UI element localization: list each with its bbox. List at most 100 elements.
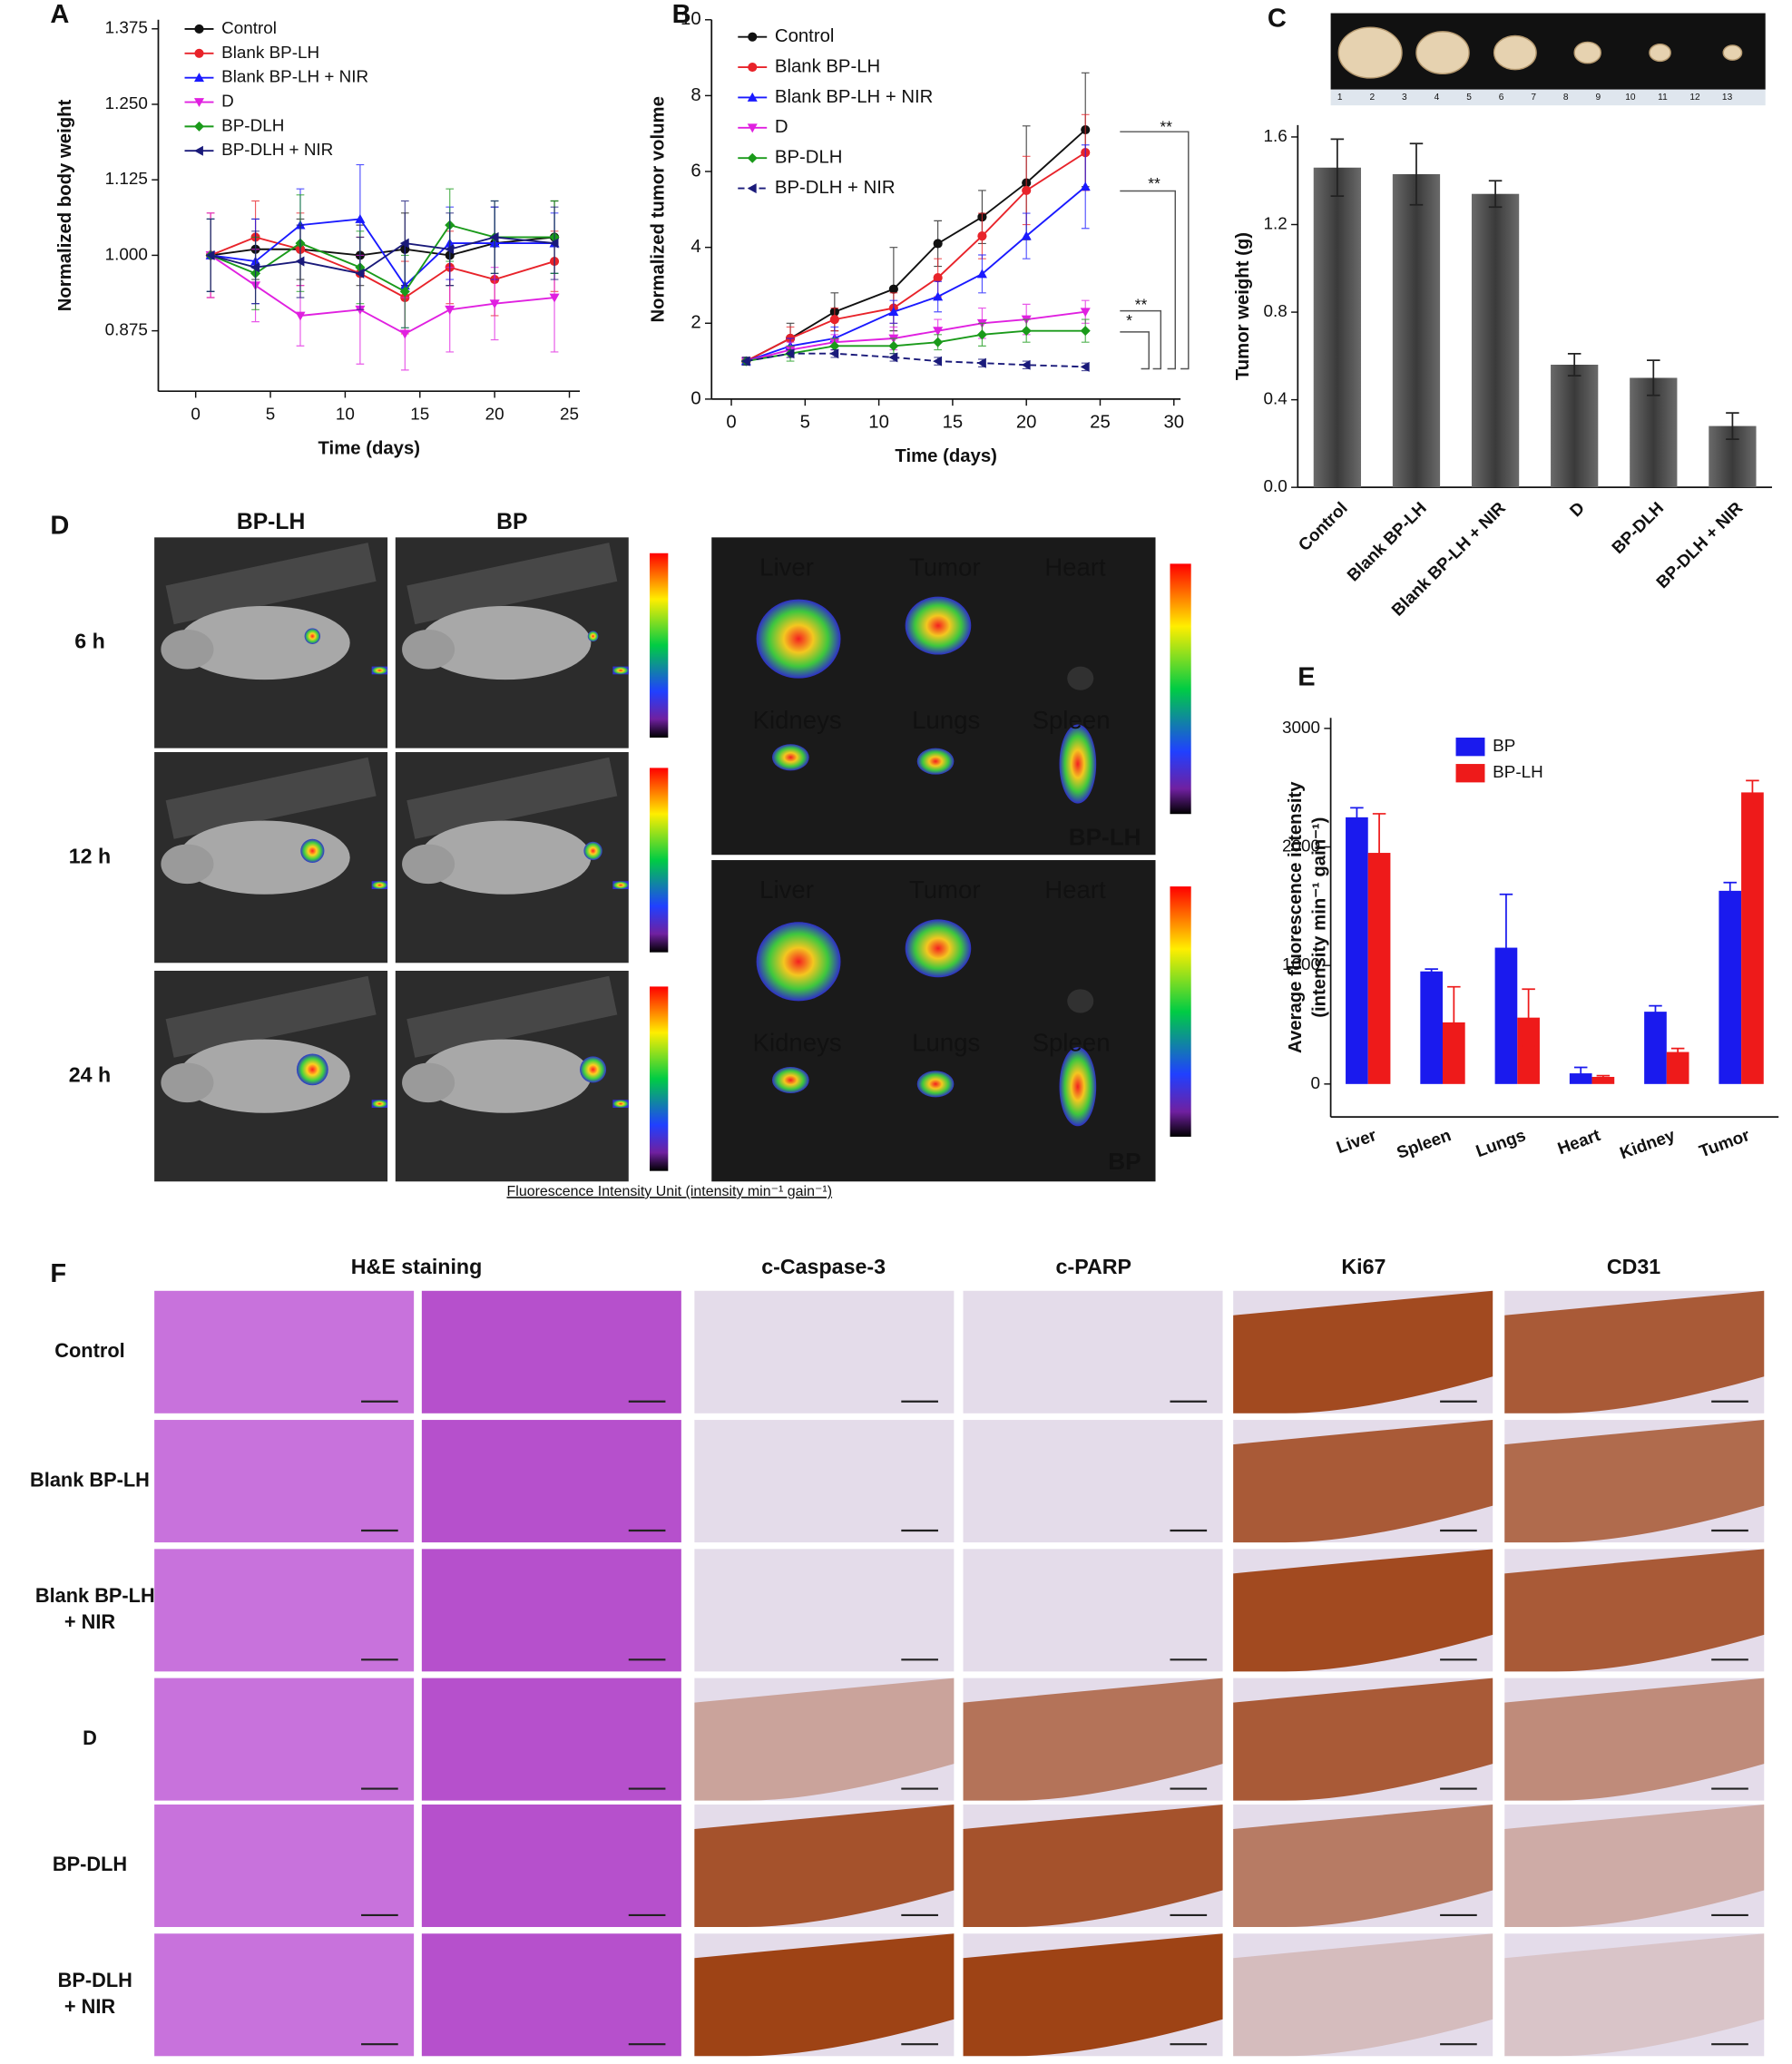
marker	[205, 249, 215, 260]
marker	[888, 307, 899, 317]
tape	[406, 757, 618, 839]
colorbar	[650, 553, 669, 739]
row-label: BP-DLH	[58, 1969, 132, 1991]
x-tick-label: Spleen	[1394, 1125, 1453, 1162]
tumor	[1337, 26, 1403, 79]
y-axis-title: Normalized body weight	[55, 99, 75, 311]
column-label: Ki67	[1341, 1255, 1386, 1278]
legend-label: D	[775, 117, 788, 137]
fluorescence	[580, 1056, 607, 1083]
marker	[1021, 230, 1032, 240]
legend-label: Blank BP-LH + NIR	[221, 67, 368, 86]
panel-label: C	[1268, 4, 1287, 33]
panel-label: E	[1297, 662, 1315, 691]
series-line	[210, 236, 555, 299]
y-tick-label: 0.875	[105, 320, 148, 339]
marker	[445, 244, 455, 255]
mouse-head	[402, 1062, 455, 1103]
micrograph	[694, 1549, 955, 1672]
ruler-label: 7	[1531, 93, 1536, 103]
micrograph	[694, 1420, 955, 1543]
x-axis-title: Time (days)	[318, 438, 421, 458]
error-bar	[1425, 968, 1438, 975]
marker	[355, 213, 366, 223]
legend-label: BP-DLH + NIR	[775, 178, 896, 198]
marker	[740, 356, 750, 367]
organ	[905, 596, 972, 655]
colorbar	[1170, 563, 1191, 815]
y-tick-label: 2	[690, 313, 700, 333]
colorbar	[1170, 886, 1191, 1137]
x-tick-label: 30	[1163, 412, 1184, 432]
y-tick-label: 1.6	[1263, 126, 1287, 145]
row-label: 6 h	[74, 630, 105, 653]
legend-label: BP-DLH	[221, 115, 284, 134]
organ	[905, 919, 972, 978]
legend-label: Blank BP-LH	[775, 56, 880, 76]
x-tick-label: 5	[266, 404, 276, 423]
organ	[1067, 989, 1094, 1013]
organ	[772, 1066, 809, 1094]
significance-label: **	[1135, 295, 1148, 313]
significance-label: **	[1148, 174, 1160, 192]
row-label: BP-DLH	[53, 1853, 127, 1875]
x-tick-label: 15	[943, 412, 964, 432]
organ	[916, 1071, 955, 1098]
marker	[399, 238, 409, 249]
marker	[1080, 326, 1091, 337]
error-bar	[1522, 988, 1535, 1047]
marker	[977, 231, 987, 241]
mouse	[419, 605, 592, 680]
marker	[933, 273, 943, 283]
mouse	[178, 820, 350, 895]
bar	[1666, 1052, 1689, 1084]
mouse-head	[402, 629, 455, 670]
y-axis-title: Tumor weight (g)	[1233, 232, 1253, 380]
ruler-label: 13	[1722, 93, 1733, 103]
x-tick-label: Heart	[1555, 1125, 1603, 1158]
error-bar	[1670, 1047, 1685, 1057]
tumor	[1573, 41, 1601, 64]
error-bar	[1350, 807, 1364, 828]
x-tick-label: 25	[560, 404, 579, 423]
legend-label: Control	[775, 26, 834, 46]
stain	[694, 1804, 955, 1928]
colorbar	[650, 768, 669, 953]
marker	[399, 286, 410, 297]
x-tick-label: 5	[800, 412, 810, 432]
row-label: + NIR	[64, 1610, 116, 1633]
ruler-label: 10	[1625, 93, 1636, 103]
significance-label: *	[1126, 311, 1132, 329]
organ-label: Heart	[1044, 875, 1106, 904]
marker	[933, 337, 944, 347]
fluorescence	[300, 838, 325, 863]
y-tick-label: 0.4	[1263, 389, 1287, 408]
stain	[1504, 1549, 1765, 1672]
organ-label: Lungs	[912, 1029, 980, 1057]
y-tick-label: 8	[690, 85, 700, 105]
legend-marker	[747, 123, 758, 133]
error-bar	[1647, 359, 1660, 396]
stain	[1504, 1290, 1765, 1413]
fluorescence	[587, 631, 599, 642]
y-tick-label: 0.8	[1263, 301, 1287, 320]
column-label: BP-LH	[237, 510, 305, 534]
mouse	[419, 1039, 592, 1113]
organ-label: Liver	[759, 553, 814, 581]
stain	[694, 1678, 955, 1801]
marker	[445, 305, 455, 315]
y-tick-label: 0	[1310, 1073, 1320, 1092]
legend-label: BP-DLH + NIR	[221, 140, 333, 159]
stain	[1233, 1290, 1493, 1413]
marker	[1080, 308, 1091, 318]
x-tick-label: 10	[336, 404, 355, 423]
panel-label: A	[50, 0, 69, 29]
micrograph	[963, 1549, 1223, 1672]
x-tick-label: 10	[868, 412, 889, 432]
significance-bracket	[1120, 131, 1190, 370]
y-tick-label: 1.125	[105, 169, 148, 188]
x-tick-label: Lungs	[1474, 1125, 1528, 1160]
ruler-label: 2	[1370, 93, 1376, 103]
micrograph	[1504, 1804, 1765, 1928]
organ-label: Spleen	[1033, 1029, 1111, 1057]
